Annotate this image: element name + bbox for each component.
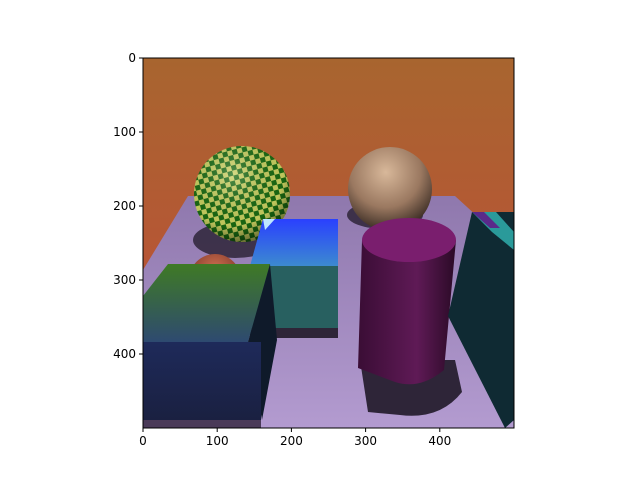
axes-frame xyxy=(142,57,515,429)
magenta-cylinder-body xyxy=(358,240,456,385)
blue-box-top xyxy=(250,219,338,266)
slab-top-checker xyxy=(472,212,500,228)
x-tick-label: 400 xyxy=(428,434,451,448)
slab-top-checker xyxy=(472,212,514,250)
x-tick-label: 200 xyxy=(280,434,303,448)
bronze-sphere xyxy=(348,147,432,231)
navy-cube-front xyxy=(143,342,261,422)
y-tick-label: 300 xyxy=(113,273,136,287)
x-tick-label: 0 xyxy=(139,434,147,448)
y-tick-label: 0 xyxy=(128,51,136,65)
checkered-sphere-shading xyxy=(194,146,290,242)
x-axis: 0 100 200 300 400 xyxy=(139,428,451,448)
x-tick-label: 100 xyxy=(206,434,229,448)
cube-base xyxy=(143,420,261,428)
y-tick-label: 100 xyxy=(113,125,136,139)
x-tick-label: 300 xyxy=(354,434,377,448)
dark-slab xyxy=(448,212,514,428)
y-axis: 0 100 200 300 400 xyxy=(113,51,143,361)
green-cube-top xyxy=(143,264,270,342)
magenta-cylinder-top xyxy=(362,218,456,262)
rendered-scene-image xyxy=(143,58,514,428)
y-tick-label: 400 xyxy=(113,347,136,361)
box-highlight xyxy=(263,219,275,230)
y-tick-label: 200 xyxy=(113,199,136,213)
